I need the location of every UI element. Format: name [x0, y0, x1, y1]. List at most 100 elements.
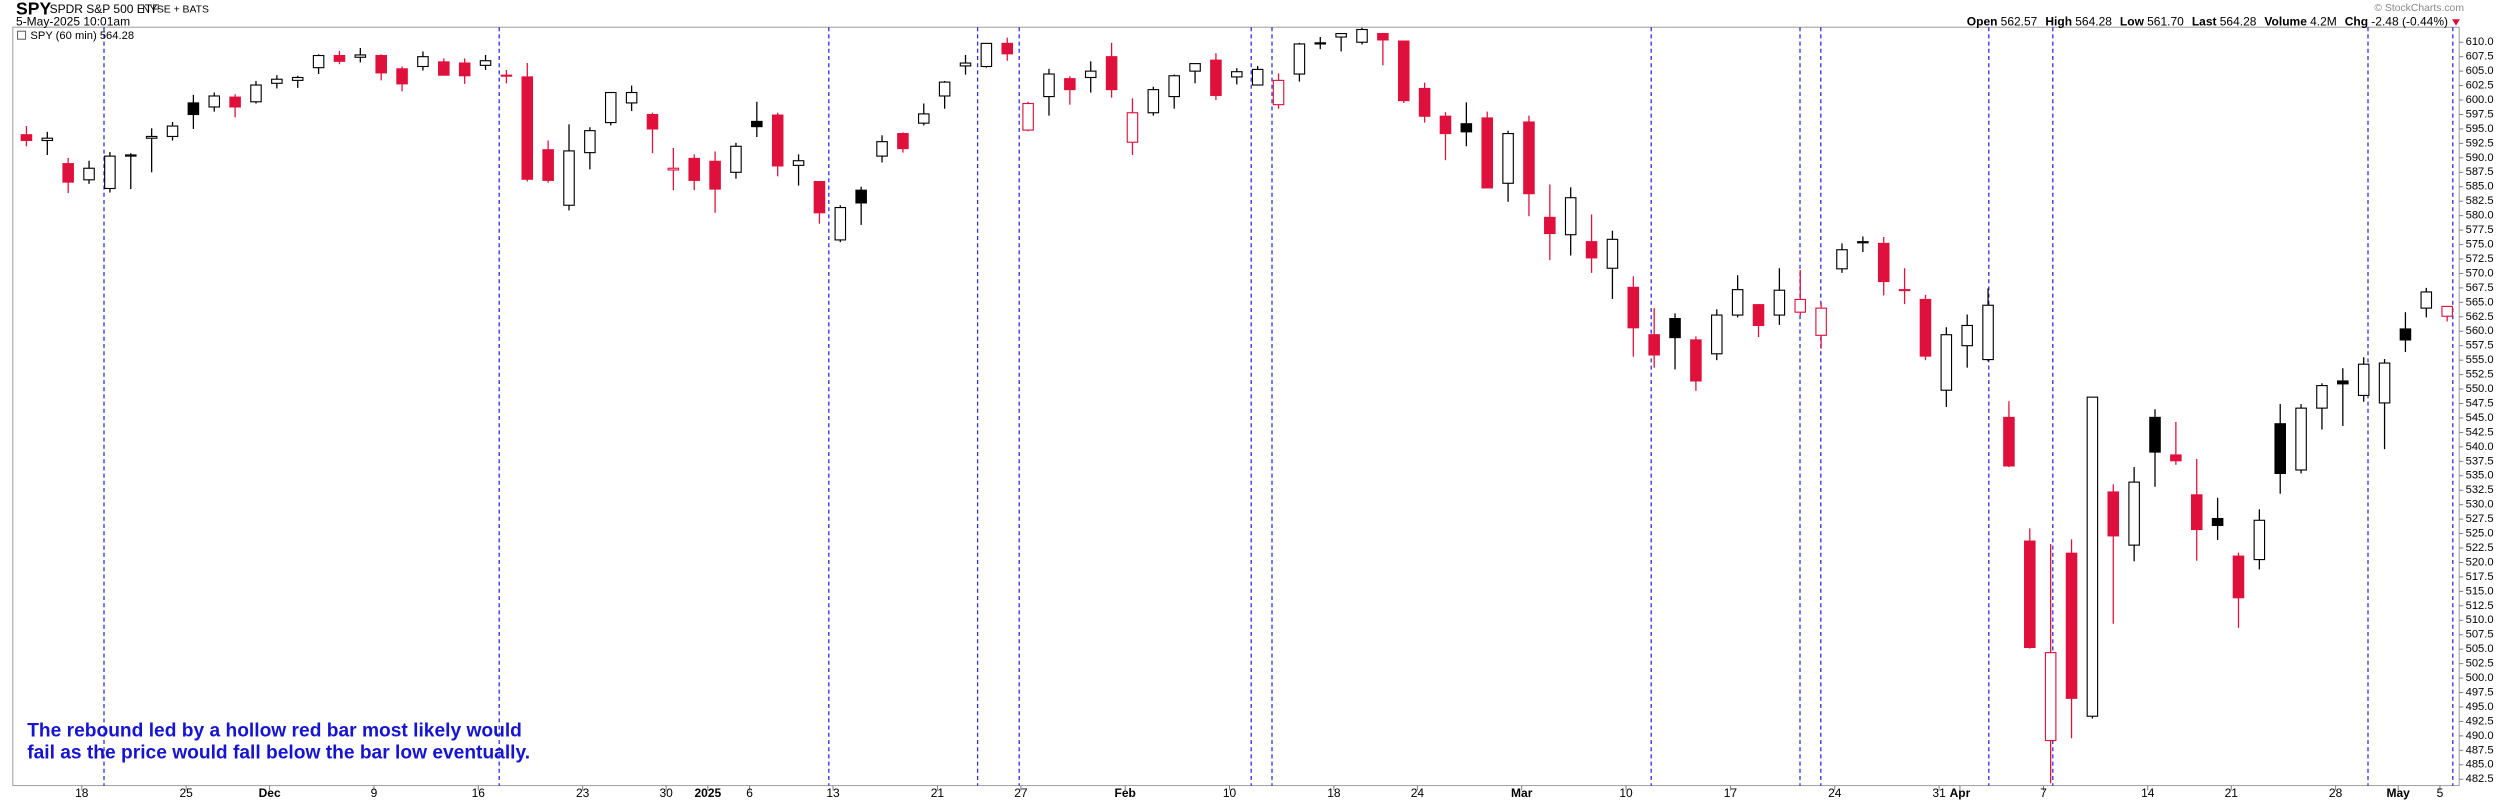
stat-label: Low: [2120, 15, 2145, 29]
candle-body: [1043, 73, 1055, 98]
x-tick-label: 7: [2040, 786, 2047, 800]
y-tick-label: 512.5: [2466, 600, 2494, 612]
x-tick-label: 24: [1828, 786, 1842, 800]
candle-body: [62, 163, 74, 183]
candle-body: [2316, 385, 2328, 409]
candle-body: [1231, 71, 1243, 78]
y-tick-label: 567.5: [2466, 282, 2494, 294]
candle-body: [1460, 123, 1473, 133]
chart-date: 5-May-2025 10:01am: [16, 15, 130, 29]
candle-body: [2399, 328, 2412, 341]
candle-body: [1251, 68, 1264, 86]
candle-body: [2420, 291, 2433, 309]
y-tick-label: 587.5: [2466, 166, 2494, 178]
candle-body: [1293, 43, 1306, 75]
y-tick-label: 530.0: [2466, 499, 2494, 511]
candle-body: [1564, 197, 1577, 236]
candle-body: [980, 42, 993, 68]
stat-label: Volume: [2264, 15, 2307, 29]
x-tick-label: 23: [576, 786, 590, 800]
y-tick-label: 560.0: [2466, 325, 2494, 337]
candle-body: [1731, 289, 1744, 316]
candle-body: [876, 141, 888, 157]
candle-body: [145, 135, 158, 139]
candle-body: [2107, 491, 2120, 537]
candle-body: [1377, 32, 1389, 41]
candle-body: [771, 114, 784, 167]
candle-body: [1648, 334, 1660, 356]
y-tick-label: 497.5: [2466, 686, 2494, 698]
candle-body: [813, 180, 826, 214]
candle-body: [1168, 75, 1180, 98]
stats-line: Open 562.57 High 564.28 Low 561.70 Last 564.28 V…: [1967, 15, 2448, 29]
candle-body: [20, 134, 33, 142]
candle-body: [584, 130, 596, 154]
candle-body: [959, 62, 972, 67]
candle-body: [1126, 112, 1139, 143]
candle-body: [1752, 304, 1765, 327]
candle-body: [667, 167, 680, 171]
y-tick-label: 500.0: [2466, 672, 2494, 684]
x-tick-label: 18: [75, 786, 89, 800]
x-tick-label: 21: [931, 786, 945, 800]
candle-body: [604, 91, 617, 124]
annotation: The rebound led by a hollow red bar most…: [27, 720, 522, 741]
candle-body: [1105, 56, 1118, 91]
candle-body: [855, 189, 867, 204]
candle-body: [1690, 339, 1702, 382]
stat-label: High: [2045, 15, 2072, 29]
y-tick-label: 610.0: [2466, 36, 2494, 48]
y-tick-label: 515.0: [2466, 585, 2494, 597]
candle-body: [1001, 42, 1014, 55]
candle-body: [2441, 305, 2453, 317]
stat-label: Open: [1967, 15, 1998, 29]
candle-body: [792, 160, 805, 166]
candle-body: [1189, 63, 1201, 72]
exchange: NYSE + BATS: [142, 4, 209, 15]
candle-body: [458, 62, 471, 77]
candle-body: [2024, 540, 2036, 649]
candle-body: [479, 60, 492, 66]
y-tick-label: 602.5: [2466, 80, 2494, 92]
candle-body: [2190, 494, 2203, 531]
candle-body: [2232, 555, 2245, 599]
candle-body: [1335, 32, 1347, 38]
candle-body: [2378, 362, 2391, 404]
candle-body: [646, 113, 659, 130]
y-tick-label: 537.5: [2466, 455, 2494, 467]
candle-body: [2128, 481, 2140, 546]
y-tick-label: 582.5: [2466, 195, 2494, 207]
candle-body: [1606, 238, 1619, 269]
x-tick-label: 27: [1014, 786, 1028, 800]
candle-body: [417, 56, 429, 68]
x-tick-label: 28: [2329, 786, 2343, 800]
candle-body: [938, 81, 951, 97]
x-tick-label: 2025: [695, 786, 722, 800]
x-tick-label: 17: [1724, 786, 1738, 800]
candle-body: [271, 78, 283, 84]
candle-body: [1794, 298, 1807, 313]
candle-body: [2086, 396, 2099, 717]
candle-body: [1919, 298, 1932, 357]
candle-body: [1502, 133, 1514, 184]
candle-body: [1356, 28, 1368, 43]
y-tick-label: 485.0: [2466, 759, 2494, 771]
y-tick-label: 570.0: [2466, 267, 2494, 279]
candle-body: [104, 155, 116, 190]
y-tick-label: 505.0: [2466, 643, 2494, 655]
candle-body: [2044, 652, 2057, 742]
candle-body: [500, 74, 513, 77]
x-tick-label: 6: [746, 786, 753, 800]
candle-body: [625, 91, 638, 104]
plot-frame: [12, 26, 2460, 787]
legend-label: SPY (60 min) 564.28: [30, 30, 134, 42]
y-tick-label: 487.5: [2466, 744, 2494, 756]
stat-value: 562.57: [2001, 15, 2038, 29]
candle-body: [83, 167, 95, 181]
y-tick-label: 507.5: [2466, 629, 2494, 641]
candle-body: [41, 137, 54, 142]
x-tick-label: 24: [1411, 786, 1425, 800]
y-tick-label: 502.5: [2466, 658, 2494, 670]
candle-body: [1710, 314, 1723, 355]
